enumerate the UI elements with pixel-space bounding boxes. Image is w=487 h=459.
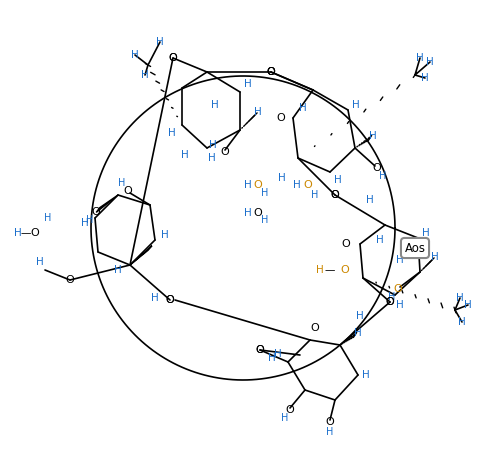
Text: H: H [14,228,22,238]
Text: H: H [422,228,430,238]
Text: H: H [44,213,52,223]
Text: H: H [114,265,122,275]
Text: O: O [169,53,177,63]
Text: H: H [369,131,377,141]
Text: O: O [285,405,294,415]
Text: H: H [326,427,334,437]
Text: O: O [221,147,229,157]
Text: O: O [254,208,262,218]
Text: —: — [325,265,335,275]
Text: H: H [141,70,149,80]
Text: O: O [92,207,100,217]
Text: H: H [274,349,282,359]
Text: O: O [340,265,349,275]
Text: H: H [244,208,252,218]
Text: H: H [262,188,269,198]
Text: H: H [254,107,262,117]
Text: H: H [36,257,44,267]
Text: O: O [386,297,394,307]
Text: H: H [299,103,307,113]
Text: O: O [341,239,350,249]
Text: O: O [31,228,39,238]
Text: O: O [254,180,262,190]
Text: H: H [396,300,404,310]
Text: H: H [334,175,342,185]
Text: H: H [262,215,269,225]
Text: H: H [209,140,217,150]
Text: H: H [151,293,159,303]
Text: H: H [281,413,289,423]
Text: O: O [256,345,264,355]
Text: H: H [181,150,189,160]
Text: H: H [366,195,374,205]
Text: H: H [168,128,176,138]
Text: O: O [373,163,381,173]
Text: H: H [118,178,126,188]
Text: H: H [354,328,362,338]
Text: O: O [169,53,177,63]
Text: H: H [421,73,429,83]
Polygon shape [96,195,118,213]
Text: H: H [293,180,301,190]
Text: H: H [86,215,94,225]
Text: H: H [131,50,139,60]
Text: O: O [266,67,275,77]
Text: H: H [278,173,286,183]
Text: H: H [156,37,164,47]
Text: O: O [166,295,174,305]
Text: H: H [211,100,219,110]
Text: O: O [66,275,75,285]
Text: H: H [311,190,318,200]
Text: O: O [124,186,132,196]
Text: O: O [266,67,275,77]
Text: Aos: Aos [405,241,426,254]
Text: H: H [352,100,360,110]
Text: H: H [431,252,439,262]
Text: O: O [331,190,339,200]
Text: H: H [426,57,434,67]
Text: O: O [326,417,335,427]
Text: H: H [208,153,216,163]
Text: O: O [266,67,275,77]
Text: H: H [81,218,89,228]
Text: O: O [311,323,319,333]
Text: H: H [376,235,384,245]
Text: H: H [244,180,252,190]
Text: H: H [396,255,404,265]
Text: H: H [161,230,169,240]
Text: H: H [356,311,364,321]
Text: H: H [416,53,424,63]
Text: O: O [166,295,174,305]
Text: O: O [303,180,312,190]
Text: H: H [388,292,395,302]
Text: H: H [456,293,464,303]
Text: —: — [21,228,31,238]
Text: H: H [458,317,466,327]
Text: O: O [331,190,339,200]
Text: O: O [276,113,285,123]
Text: O: O [393,284,402,294]
Text: H: H [362,370,370,380]
Text: O: O [256,345,264,355]
Text: H: H [464,300,472,310]
Text: H: H [379,171,387,181]
Text: H: H [244,79,252,89]
Text: H: H [268,353,276,363]
Text: O: O [386,297,394,307]
Text: H: H [316,265,324,275]
Polygon shape [130,246,152,265]
